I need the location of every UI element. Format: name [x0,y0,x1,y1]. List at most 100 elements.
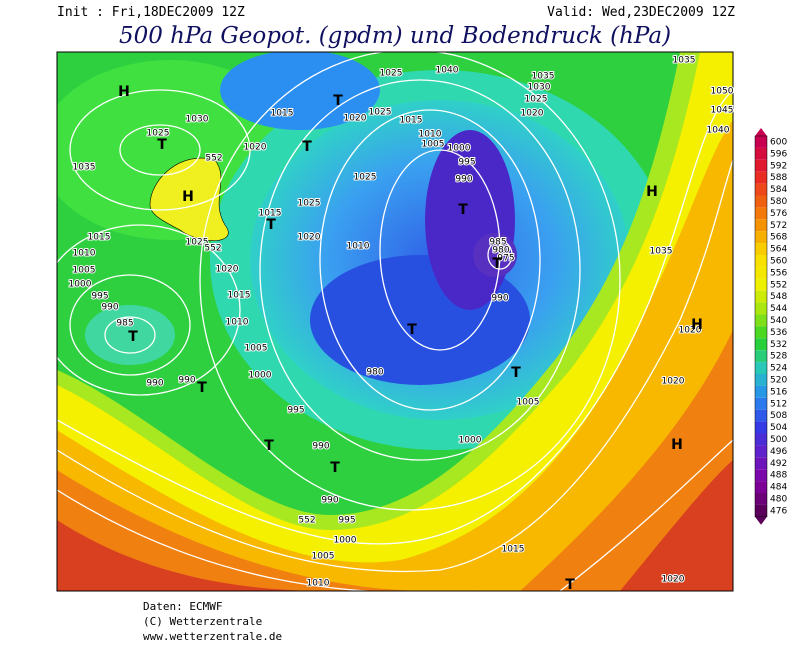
colorbar-cell [755,397,767,410]
colorbar-cell [755,302,767,315]
isobar-label: 1040 [436,66,459,76]
isobar-label: 1050 [711,87,734,97]
pressure-center: H [691,317,703,333]
colorbar-cell [755,278,767,291]
isobar-label: 1020 [521,109,544,119]
isobar-label: 990 [321,496,338,506]
isobar-label: 1020 [344,114,367,124]
colorbar-cell [755,219,767,232]
isobar-label: 1005 [245,344,268,354]
colorbar-cell [755,266,767,279]
colorbar-label: 588 [770,173,787,183]
isobar-label: 1025 [147,129,170,139]
colorbar-cell [755,338,767,351]
isobar-label: 990 [178,376,195,386]
colorbar-cell [755,362,767,374]
isobar-label: 1010 [226,318,249,328]
isobar-label: 975 [497,254,514,264]
colorbar-label: 544 [770,304,787,314]
colorbar-cell [755,290,767,303]
isobar-label: 1020 [679,326,702,336]
isobar-label: 1005 [422,140,445,150]
isobar-label: 1020 [244,143,267,153]
isobar-label: 995 [338,516,355,526]
isobar-label: 552 [204,244,221,254]
isobar-label: 1035 [73,163,96,173]
pressure-center: T [458,202,468,218]
colorbar-label: 580 [770,197,787,207]
colorbar-cell [755,374,767,386]
colorbar-cell [755,433,767,446]
colorbar-cell [755,255,767,267]
isobar-label: 1025 [369,108,392,118]
isobar-label: 1015 [400,116,423,126]
pressure-center: H [182,189,194,205]
colorbar-cell [755,231,767,244]
isobar-label: 1015 [502,545,525,555]
footer-line: www.wetterzentrale.de [143,630,282,643]
pressure-center: H [118,84,130,100]
isobar-label: 1015 [88,233,111,243]
isobar-label: 980 [366,368,383,378]
isobar-label: 995 [458,158,475,168]
pressure-center: T [492,256,502,272]
isobar-label: 980 [492,246,509,256]
pressure-center: T [264,438,274,454]
isobar-label: 1035 [673,56,696,66]
colorbar-cell [755,207,767,220]
footer-line: Daten: ECMWF [143,600,222,613]
colorbar-end [755,516,767,525]
colorbar-label: 560 [770,256,787,266]
colorbar-cell [755,493,767,505]
colorbar-end [755,128,767,136]
colorbar-label: 536 [770,328,787,338]
pressure-center: T [302,139,312,155]
isobar-label: 1020 [662,575,685,585]
isobar-label: 1000 [69,280,92,290]
colorbar-label: 532 [770,340,787,350]
isobar-label: 1030 [528,83,551,93]
colorbar-cell [755,469,767,482]
colorbar-label: 488 [770,471,787,481]
colorbar-label: 516 [770,387,787,397]
isobar-label: 1040 [707,126,730,136]
isobar-label: 1035 [650,247,673,257]
isobar-label: 1005 [73,266,96,276]
isobar-label: 1025 [298,199,321,209]
isobar-label: 1030 [186,115,209,125]
map [57,52,733,591]
colorbar-label: 500 [770,435,787,445]
pressure-center: T [407,322,417,338]
colorbar-label: 568 [770,233,787,243]
colorbar-label: 512 [770,399,787,409]
valid-time: Valid: Wed,23DEC2009 12Z [547,5,735,20]
colorbar-frame [754,135,768,518]
colorbar-label: 476 [770,506,787,516]
pressure-center: T [333,93,343,109]
colorbar-label: 572 [770,221,787,231]
isobar-label: 1010 [347,242,370,252]
isobar-label: 995 [91,292,108,302]
isobar-label: 552 [298,516,315,526]
colorbar-label: 492 [770,459,787,469]
isobar-label: 1005 [312,552,335,562]
map-frame [56,51,734,592]
isobar-label: 1015 [259,209,282,219]
colorbar-cell [755,314,767,327]
isobar-label: 990 [312,442,329,452]
colorbar-label: 584 [770,185,787,195]
isobar-label: 985 [116,319,133,329]
isobar-label: 995 [287,406,304,416]
isobar-label: 1010 [419,130,442,140]
colorbar-cell [755,481,767,493]
pressure-center: T [565,577,575,593]
isobar-label: 1020 [216,265,239,275]
colorbar-cell [755,136,767,148]
colorbar-label: 508 [770,411,787,421]
colorbar-label: 504 [770,423,787,433]
init-time: Init : Fri,18DEC2009 12Z [57,5,245,20]
isobar-label: 1000 [334,536,357,546]
isobar-label: 990 [455,175,472,185]
